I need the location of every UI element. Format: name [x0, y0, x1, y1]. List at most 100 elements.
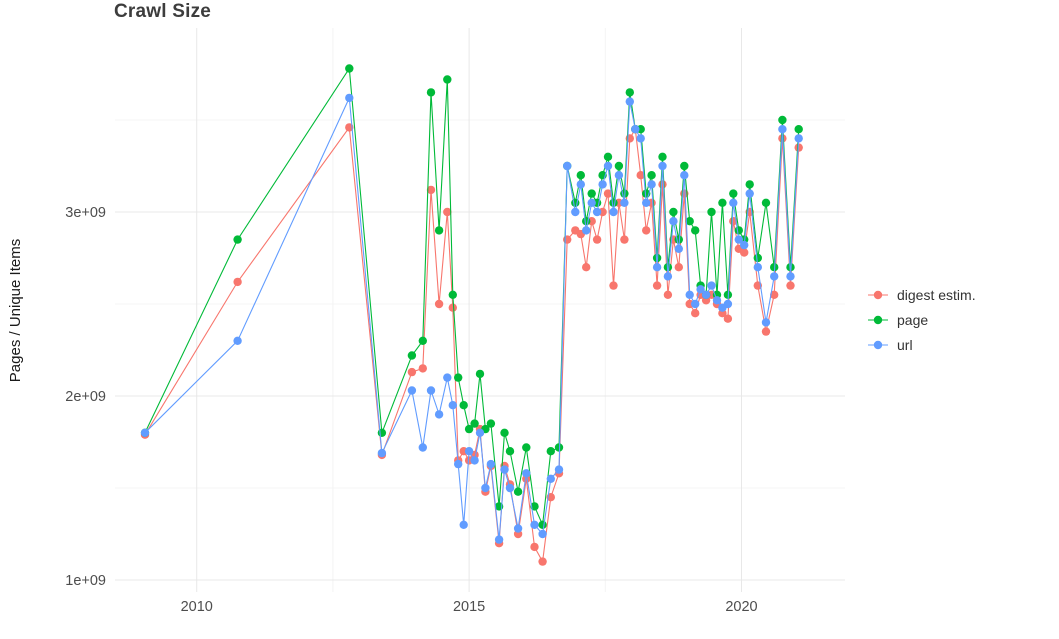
data-point	[481, 483, 490, 493]
data-point	[614, 161, 624, 171]
data-point	[443, 207, 452, 217]
data-point	[620, 235, 629, 244]
data-point	[418, 443, 427, 452]
data-point	[680, 161, 689, 171]
x-tick-label: 2010	[181, 599, 213, 615]
data-point	[740, 248, 749, 257]
legend-marker-icon	[868, 315, 888, 324]
data-point	[505, 483, 515, 493]
data-point	[530, 520, 539, 529]
data-point	[691, 309, 700, 318]
data-point	[434, 410, 444, 419]
data-point	[582, 263, 591, 272]
data-point	[459, 520, 468, 529]
data-point	[345, 64, 354, 73]
data-point	[718, 198, 727, 207]
data-point	[494, 535, 504, 544]
legend: digest estim. page url	[866, 0, 976, 639]
chart-title: Crawl Size	[114, 1, 212, 22]
data-point	[418, 364, 427, 373]
data-point	[377, 428, 387, 437]
data-point	[505, 447, 515, 456]
data-point	[761, 318, 771, 327]
data-point	[426, 386, 436, 395]
data-point	[538, 529, 547, 539]
data-point	[786, 281, 795, 290]
data-point	[500, 428, 509, 437]
data-point	[647, 180, 656, 189]
data-point	[587, 189, 596, 198]
data-point	[729, 198, 738, 207]
data-point	[729, 189, 738, 198]
data-point	[486, 459, 496, 469]
data-point	[233, 336, 242, 345]
data-point	[500, 465, 509, 474]
data-point	[669, 207, 678, 217]
data-point	[522, 469, 531, 478]
data-point	[592, 207, 602, 217]
legend-marker-icon	[868, 290, 888, 299]
data-point	[454, 459, 463, 469]
data-point	[486, 419, 496, 428]
data-point	[642, 198, 651, 207]
data-point	[712, 296, 722, 305]
data-point	[448, 303, 457, 312]
data-point	[513, 487, 523, 496]
data-point	[658, 152, 667, 161]
data-point	[636, 134, 645, 143]
data-point	[426, 185, 436, 195]
data-point	[669, 217, 678, 226]
data-point	[513, 524, 523, 533]
data-point	[576, 171, 585, 180]
data-point	[407, 351, 417, 360]
data-point	[554, 443, 564, 452]
data-point	[740, 240, 749, 250]
data-point	[642, 226, 651, 235]
data-point	[636, 171, 645, 180]
data-point	[563, 235, 572, 244]
data-point	[745, 180, 754, 189]
data-point	[625, 88, 634, 97]
legend-label: url	[897, 336, 913, 353]
data-point	[786, 272, 795, 281]
data-point	[434, 299, 444, 309]
legend-label: digest estim.	[897, 286, 976, 303]
data-point	[647, 171, 656, 180]
data-point	[753, 263, 762, 272]
data-point	[631, 125, 640, 134]
data-point	[418, 336, 427, 345]
legend-item-digest-estim-: digest estim.	[866, 287, 976, 303]
data-point	[598, 180, 607, 189]
x-tick-label: 2020	[725, 599, 757, 615]
data-point	[696, 285, 705, 294]
data-point	[770, 290, 779, 299]
data-point	[723, 314, 733, 323]
data-point	[652, 281, 662, 290]
legend-marker-icon	[868, 340, 888, 349]
data-point	[701, 290, 711, 299]
data-point	[470, 419, 479, 428]
data-point	[674, 263, 683, 272]
data-point	[745, 189, 754, 198]
data-point	[443, 75, 452, 84]
data-point	[582, 226, 591, 235]
data-point	[794, 134, 803, 143]
data-point	[770, 272, 779, 281]
data-point	[475, 428, 485, 437]
data-point	[448, 401, 457, 410]
data-point	[620, 198, 629, 207]
data-point	[407, 367, 417, 377]
series-line-digest-estim-	[144, 125, 800, 564]
data-point	[454, 373, 463, 382]
data-point	[538, 520, 547, 529]
data-point	[546, 474, 555, 483]
legend-item-url: url	[866, 337, 976, 353]
data-point	[663, 272, 673, 281]
data-point	[609, 198, 618, 207]
data-point	[233, 277, 242, 287]
data-point	[592, 235, 602, 244]
data-point	[723, 299, 733, 309]
data-point	[794, 125, 803, 134]
